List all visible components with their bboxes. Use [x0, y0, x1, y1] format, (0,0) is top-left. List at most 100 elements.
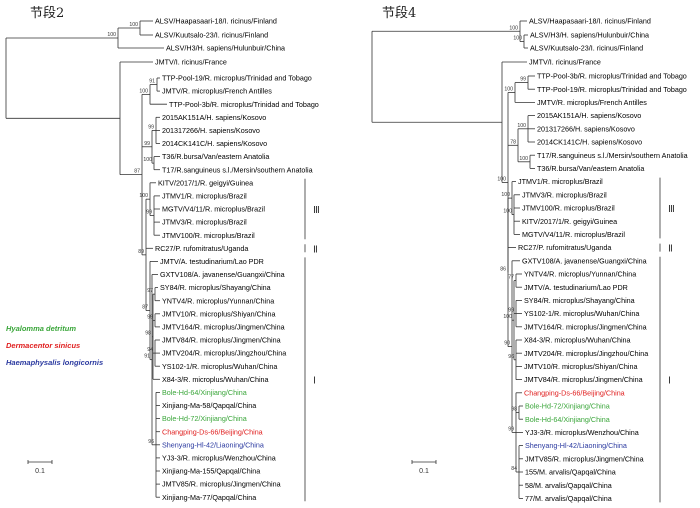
taxon-label: JMTV/I. ricinus/France — [155, 58, 227, 67]
right-tree: 100 ALSV/Haapasaari-18/I. ricinus/Finland… — [371, 17, 688, 503]
taxon-label: RC27/P. rufomitratus/Uganda — [155, 244, 248, 253]
taxon-label: JMTV/R. microplus/French Antilles — [162, 87, 272, 96]
taxon-label: YNTV4/R. microplus/Yunnan/China — [524, 270, 636, 279]
bootstrap-label: 91 — [144, 354, 150, 360]
bootstrap-label: 91 — [149, 79, 155, 85]
bootstrap-label: 100 — [519, 156, 528, 162]
clade-label: Ⅱ — [668, 244, 673, 255]
taxon-label: JMTV204/R. microplus/Jingzhou/China — [162, 349, 286, 358]
bootstrap-label: 100 — [139, 88, 148, 94]
taxon-label: ALSV/Haapasaari-18/I. ricinus/Finland — [529, 17, 651, 26]
taxon-label: 201317266/H. sapiens/Kosovo — [537, 124, 635, 133]
taxon-label: Changping-Ds-66/Beijing/China — [524, 388, 625, 397]
bootstrap-label: 99 — [508, 308, 514, 314]
taxon-label: Bole-Hd-64/Xinjiang/China — [162, 388, 247, 397]
left-panel-title: 节段2 — [30, 6, 65, 21]
bootstrap-label: 87 — [142, 305, 148, 311]
bootstrap-label: 90 — [504, 341, 510, 347]
bootstrap-label: 100 — [501, 192, 510, 198]
taxon-label: ALSV/Haapasaari-18/I. ricinus/Finland — [155, 17, 277, 26]
clade-label: Ⅲ — [313, 205, 320, 216]
bootstrap-label: 78 — [510, 139, 516, 145]
taxon-label: Xinjiang-Ma-58/Qapqal/China — [162, 401, 256, 410]
bootstrap-label: 100 — [143, 157, 152, 163]
scale-label: 0.1 — [419, 468, 429, 475]
taxon-label: JMTV10/R. microplus/Shiyan/China — [524, 362, 637, 371]
clade-label: Ⅲ — [668, 204, 675, 215]
bootstrap-label: 98 — [511, 407, 517, 413]
bootstrap-label: 99 — [147, 314, 153, 320]
taxon-label: MGTV/V4/11/R. microplus/Brazil — [162, 205, 265, 214]
taxon-label: JTMV100/R. microplus/Brazil — [522, 204, 615, 213]
clade-label: Ⅰ — [668, 376, 671, 387]
taxon-label: TTP-Pool-19/R. microplus/Trinidad and To… — [537, 85, 687, 94]
taxon-label: YJ3-3/R. microplus/Wenzhou/China — [525, 428, 639, 437]
taxon-label: 2014CK141C/H. sapiens/Kosovo — [162, 139, 267, 148]
bootstrap-label: 100 — [503, 314, 512, 320]
taxon-label: JTMV100/R. microplus/Brazil — [162, 231, 255, 240]
taxon-label: YJ3-3/R. microplus/Wenzhou/China — [162, 454, 276, 463]
taxon-label: JMTV164/R. microplus/Jingmen/China — [524, 322, 647, 331]
bootstrap-label: 100 — [513, 36, 522, 42]
taxon-label: ALSV/H3/H. sapiens/Hulunbuir/China — [530, 31, 649, 40]
taxon-label: YS102-1/R. microplus/Wuhan/China — [524, 309, 639, 318]
taxon-label: JMTV85/R. microplus/Jingmen/China — [162, 480, 281, 489]
taxon-label: T17/R.sanguineus s.l./Mersin/southern An… — [537, 151, 688, 160]
taxon-label: JMTV84/R. microplus/Jingmen/China — [162, 336, 281, 345]
clade-label: Ⅱ — [313, 244, 318, 255]
taxon-label: T17/R.sanguineus s.l./Mersin/southern An… — [162, 165, 313, 174]
taxon-label: JTMV1/R. microplus/Brazil — [518, 177, 603, 186]
taxon-label: TTP-Pool-19/R. microplus/Trinidad and To… — [162, 74, 312, 83]
taxon-label: SY84/R. microplus/Shayang/China — [160, 283, 271, 292]
clade-label: Ⅰ — [313, 375, 316, 386]
bootstrap-label: 100 — [129, 22, 138, 28]
bootstrap-label: 87 — [134, 169, 140, 175]
taxon-label: Shenyang-Hl-42/Liaoning/China — [162, 440, 264, 449]
taxon-label: Xinjiang-Ma-155/Qapqal/China — [162, 467, 260, 476]
taxon-label: JMTV/R. microplus/French Antilles — [537, 98, 647, 107]
legend-item-dermacentor: Dermacentor sinicus — [6, 341, 81, 350]
taxon-label: KITV/2017/1/R. geigyi/Guinea — [158, 178, 253, 187]
left-tree: 100 100 ALSV/Haapasaari-18/I. ricinus/Finl… — [5, 17, 319, 502]
bootstrap-label: 100 — [139, 193, 148, 199]
taxon-label: JTMV1/R. microplus/Brazil — [162, 192, 247, 201]
taxon-label: YS102-1/R. microplus/Wuhan/China — [162, 362, 277, 371]
taxon-label: Shenyang-Hl-42/Liaoning/China — [525, 441, 627, 450]
taxon-label: Bole-Hd-72/Xinjiang/China — [162, 414, 247, 423]
bootstrap-label: 100 — [504, 87, 513, 93]
right-panel-title: 节段4 — [382, 6, 417, 21]
taxon-label: JMTV204/R. microplus/Jingzhou/China — [524, 349, 648, 358]
taxon-label: KITV/2017/1/R. geigyi/Guinea — [522, 217, 617, 226]
taxon-label: GXTV108/A. javanense/Guangxi/China — [160, 270, 285, 279]
bootstrap-label: 94 — [147, 347, 153, 353]
taxon-label: YNTV4/R. microplus/Yunnan/China — [162, 296, 274, 305]
taxon-label: JTMV3/R. microplus/Brazil — [522, 190, 607, 199]
taxon-label: 155/M. arvalis/Qapqal/China — [525, 468, 616, 477]
bootstrap-label: 77 — [508, 275, 514, 281]
bootstrap-label: 89 — [138, 249, 144, 255]
taxon-label: Bole-Hd-72/Xinjiang/China — [525, 402, 610, 411]
taxon-label: JMTV/A. testudinarium/Lao PDR — [160, 257, 264, 266]
taxon-label: ALSV/H3/H. sapiens/Hulunbuir/China — [166, 44, 285, 53]
bootstrap-label: 96 — [508, 354, 514, 360]
taxon-label: Bole-Hd-64/Xinjiang/China — [525, 415, 610, 424]
bootstrap-label: 99 — [146, 210, 152, 216]
taxon-label: JTMV3/R. microplus/Brazil — [162, 218, 247, 227]
bootstrap-label: 99 — [144, 141, 150, 147]
bootstrap-label: 99 — [148, 124, 154, 130]
bootstrap-label: 100 — [517, 123, 526, 129]
taxon-label: JMTV85/R. microplus/Jingmen/China — [525, 454, 644, 463]
taxon-label: JMTV/I. ricinus/France — [529, 58, 601, 67]
bootstrap-label: 84 — [511, 466, 517, 472]
taxon-label: X84-3/R. microplus/Wuhan/China — [162, 375, 269, 384]
taxon-label: JMTV/A. testudinarium/Lao PDR — [524, 283, 628, 292]
bootstrap-label: 100 — [107, 32, 116, 38]
bootstrap-label: 100 — [509, 25, 518, 31]
taxon-label: 58/M. arvalis/Qapqal/China — [525, 481, 612, 490]
taxon-label: TTP-Pool-3b/R. microplus/Trinidad and To… — [169, 100, 319, 109]
taxon-label: 2015AK151A/H. sapiens/Kosovo — [537, 111, 641, 120]
taxon-label: 201317266/H. sapiens/Kosovo — [162, 126, 260, 135]
bootstrap-label: 86 — [500, 266, 506, 272]
taxon-label: T36/R.bursa/Van/eastern Anatolia — [537, 164, 644, 173]
taxon-label: 2014CK141C/H. sapiens/Kosovo — [537, 138, 642, 147]
